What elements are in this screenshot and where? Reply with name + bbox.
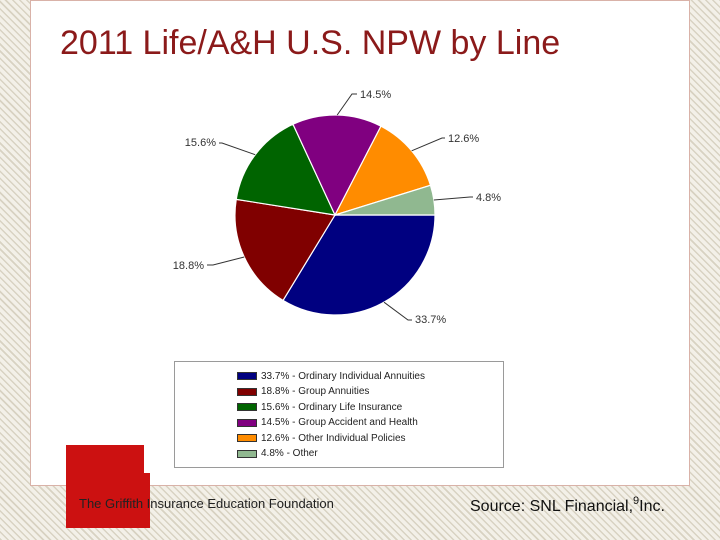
legend-label: 33.7% - Ordinary Individual Annuities (261, 370, 425, 382)
legend-item: 4.8% - Other (237, 448, 318, 460)
slice-value-label: 33.7% (415, 314, 446, 326)
slice-value-label: 14.5% (360, 89, 391, 101)
legend-swatch (237, 372, 257, 380)
leader-line (219, 142, 256, 156)
pie-slice-group-annuities (234, 198, 336, 302)
legend-item: 15.6% - Ordinary Life Insurance (237, 401, 402, 413)
leader-line (383, 301, 412, 321)
leader-line (411, 137, 445, 152)
legend-label: 14.5% - Group Accident and Health (261, 417, 418, 428)
slice-value-label: 15.6% (185, 137, 216, 149)
legend-swatch (237, 449, 257, 458)
pie-slice-group-accident-and-health (292, 114, 382, 217)
legend-label: 12.6% - Other Individual Policies (261, 432, 406, 444)
source-prefix: Source: SNL Financial, (470, 498, 634, 515)
legend-swatch (237, 387, 257, 396)
page-title: 2011 Life/A&H U.S. NPW by Line (60, 24, 561, 62)
legend-item: 12.6% - Other Individual Policies (237, 432, 406, 444)
legend-label: 15.6% - Ordinary Life Insurance (261, 401, 403, 413)
page-number: 9 (633, 495, 640, 507)
slice-value-label: 12.6% (448, 133, 479, 145)
legend-label: 4.8% - Other (261, 448, 318, 459)
source-credit: Source: SNL Financial,9Inc. (470, 495, 665, 516)
legend-item: 14.5% - Group Accident and Health (237, 417, 418, 429)
chart-legend: 33.7% - Ordinary Individual Annuities 18.… (174, 361, 504, 468)
legend-label: 18.8% - Group Annuities (261, 386, 370, 397)
legend-item: 18.8% - Group Annuities (237, 386, 369, 398)
leader-line (207, 256, 245, 266)
leader-line (336, 93, 357, 116)
legend-swatch (237, 418, 257, 427)
source-suffix: Inc. (639, 498, 665, 515)
pie-slice-other (334, 184, 436, 216)
leader-line (433, 196, 473, 201)
legend-swatch (237, 434, 257, 442)
slice-value-label: 18.8% (173, 260, 204, 272)
accent-block-bottom (66, 473, 150, 528)
slice-value-label: 4.8% (476, 192, 501, 204)
pie-slice-other-individual-policies (333, 125, 432, 216)
legend-swatch (237, 403, 257, 411)
legend-item: 33.7% - Ordinary Individual Annuities (237, 370, 425, 382)
organization-credit: The Griffith Insurance Education Foundat… (79, 496, 334, 511)
